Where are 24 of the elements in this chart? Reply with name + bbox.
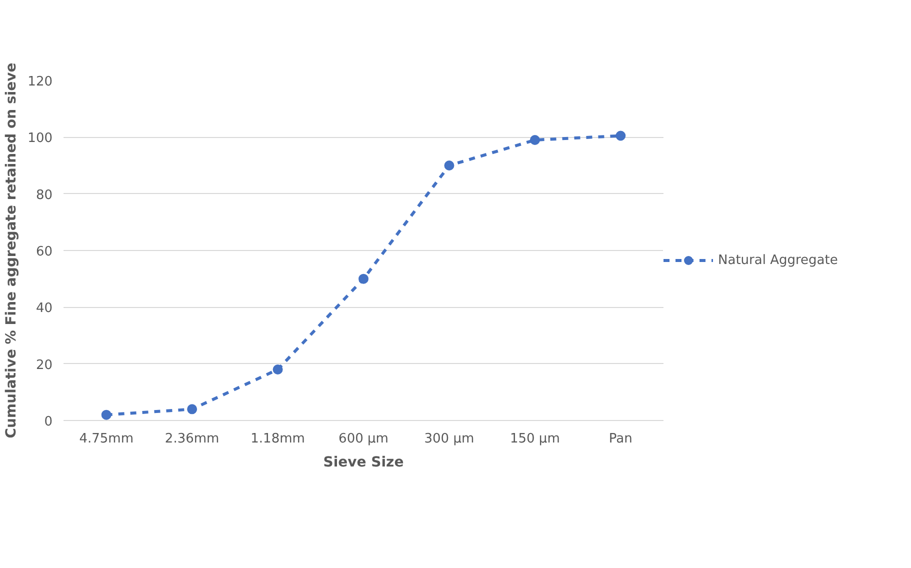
y-tick-label: 40 [36, 301, 53, 316]
y-tick-label: 120 [28, 74, 53, 90]
x-tick-label: 300 µm [424, 432, 474, 446]
x-tick-label: 150 µm [510, 432, 560, 446]
legend-label: Natural Aggregate [718, 252, 838, 268]
x-tick-label: 1.18mm [250, 432, 305, 446]
point [101, 410, 112, 420]
y-tick-label: 0 [44, 414, 53, 430]
point [530, 135, 540, 145]
point [444, 160, 454, 170]
x-tick-label: Pan [608, 432, 632, 446]
x-tick-label: 4.75mm [79, 432, 134, 446]
y-axis-title: Cumulative % Fine aggregate retained on sieve [4, 62, 20, 438]
y-tick-label: 20 [36, 358, 53, 373]
x-tick-label: 2.36mm [164, 432, 220, 446]
point [187, 404, 198, 414]
x-axis-title: Sieve Size [323, 454, 404, 470]
x-tick-label: 600 µm [338, 432, 388, 446]
point [616, 130, 626, 141]
y-tick-label: 60 [36, 244, 53, 260]
y-tick-label: 80 [36, 188, 53, 203]
y-tick-label: 100 [28, 131, 53, 146]
point [272, 364, 283, 374]
point [358, 274, 368, 284]
